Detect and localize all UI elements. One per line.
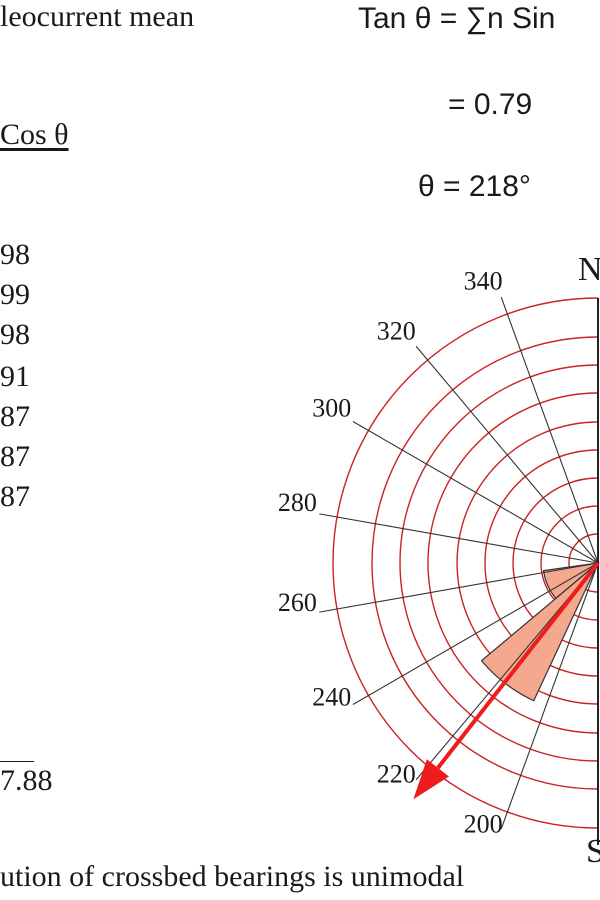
bearing-label-200: 200	[464, 810, 503, 839]
bearing-label-300: 300	[312, 394, 351, 423]
bearing-label-260: 260	[278, 588, 317, 617]
cos-value-1: 98	[0, 238, 30, 271]
sum-rule	[0, 761, 34, 762]
tan-equation: Tan θ = ∑n Sin	[358, 2, 556, 35]
cos-value-3: 98	[0, 318, 30, 351]
spoke-320	[415, 345, 599, 564]
rose-spokes	[319, 296, 599, 830]
bearing-label-240: 240	[312, 683, 351, 712]
caption: ution of crossbed bearings is unimodal	[0, 860, 465, 893]
rose-rings	[332, 297, 599, 829]
title-fragment: leocurrent mean	[0, 0, 195, 33]
mean-vector-arrow	[413, 561, 600, 800]
cos-value-7: 87	[0, 480, 30, 513]
rose-ring-8	[371, 336, 599, 790]
cos-value-2: 99	[0, 278, 30, 311]
rose-ring-7	[399, 364, 599, 762]
ratio-equation: = 0.79	[448, 88, 533, 121]
arrow-shaft	[436, 561, 600, 770]
cos-value-6: 87	[0, 440, 30, 473]
bearing-label-220: 220	[377, 759, 416, 788]
cos-value-5: 87	[0, 400, 30, 433]
spoke-280	[319, 513, 599, 564]
bearing-label-280: 280	[278, 488, 317, 517]
theta-equation: θ = 218°	[418, 170, 531, 203]
spoke-260	[319, 562, 599, 613]
bearing-labels: 340 320 300 280 260 240 220 200	[278, 266, 503, 838]
spoke-300	[352, 421, 599, 564]
bearing-label-320: 320	[377, 317, 416, 346]
cos-value-4: 91	[0, 360, 30, 393]
arrow-head	[413, 759, 449, 800]
spoke-240	[352, 562, 599, 705]
cos-sum: 7.88	[0, 764, 53, 797]
spoke-200	[500, 562, 599, 830]
bearing-label-340: 340	[464, 266, 503, 295]
cos-column-header: Cos θ	[0, 118, 69, 151]
rose-ring-9	[332, 297, 599, 829]
rose-ring-6	[427, 392, 599, 734]
spoke-340	[500, 296, 599, 564]
north-label: N	[578, 251, 600, 288]
south-label: S	[586, 833, 600, 870]
